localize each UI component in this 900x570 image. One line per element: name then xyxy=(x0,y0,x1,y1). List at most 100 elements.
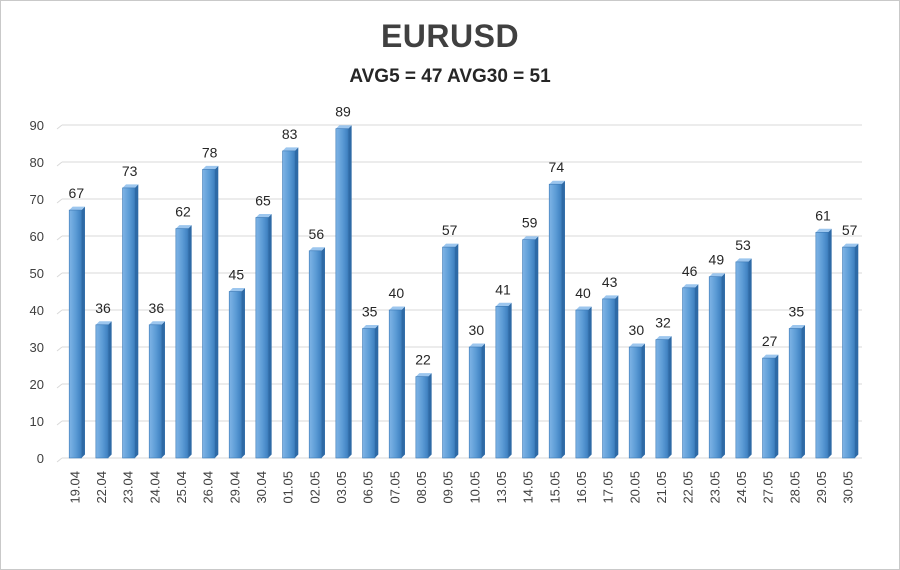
data-label: 43 xyxy=(602,274,618,290)
data-label: 73 xyxy=(122,163,138,179)
y-tick-label: 50 xyxy=(30,266,44,281)
data-label: 36 xyxy=(95,300,111,316)
bar-top xyxy=(255,214,272,218)
bars: 67 36 73 36 62 78 45 65 83 56 89 35 40 22 57 30 41 59 74 40… xyxy=(69,104,859,459)
bar-top xyxy=(682,284,699,288)
x-tick-label: 14.05 xyxy=(521,471,536,504)
data-label: 27 xyxy=(762,333,778,349)
data-label: 56 xyxy=(309,226,325,242)
bar xyxy=(788,328,802,459)
bar-side xyxy=(374,325,379,458)
bar xyxy=(228,291,242,459)
bar-side xyxy=(668,336,672,458)
bar xyxy=(95,324,109,459)
x-tick-label: 30.05 xyxy=(841,471,856,504)
bar-side xyxy=(401,306,405,458)
bar-side xyxy=(614,295,619,458)
gridline-depth xyxy=(56,346,63,352)
bar-side xyxy=(481,343,485,458)
bar-top xyxy=(175,225,192,229)
x-tick-label: 23.04 xyxy=(121,471,136,504)
x-tick-label: 02.05 xyxy=(307,471,322,504)
bar-side xyxy=(774,354,779,458)
bar-top xyxy=(282,147,299,151)
data-label: 35 xyxy=(789,304,805,320)
data-label: 59 xyxy=(522,215,538,231)
data-label: 83 xyxy=(282,126,298,142)
bar-top xyxy=(149,321,165,325)
data-label: 49 xyxy=(709,252,725,268)
bar xyxy=(815,232,829,459)
data-label: 36 xyxy=(149,300,165,316)
bar-side xyxy=(748,258,752,458)
bar xyxy=(308,250,322,459)
data-label: 30 xyxy=(469,322,485,338)
bar-side xyxy=(294,147,299,458)
x-tick-label: 01.05 xyxy=(281,471,296,504)
bar-side xyxy=(721,273,725,458)
bar-top xyxy=(575,306,592,310)
x-tick-label: 24.05 xyxy=(734,471,749,504)
y-tick-label: 20 xyxy=(30,377,44,392)
bar xyxy=(762,357,776,459)
x-tick-label: 13.05 xyxy=(494,471,509,504)
bar xyxy=(575,309,589,459)
data-label: 61 xyxy=(815,207,831,223)
bar-top xyxy=(655,336,672,340)
data-label: 78 xyxy=(202,144,218,160)
bar-side xyxy=(828,228,832,458)
gridline-depth xyxy=(56,272,63,278)
x-tick-label: 03.05 xyxy=(334,471,349,504)
bar-top xyxy=(815,228,832,233)
bar-side xyxy=(348,125,352,458)
x-tick-label: 09.05 xyxy=(441,471,456,504)
bar-top xyxy=(202,165,219,170)
bar xyxy=(202,169,216,459)
x-tick-label: 22.04 xyxy=(94,471,109,504)
data-label: 74 xyxy=(549,159,565,175)
bar-side xyxy=(214,165,219,458)
bar-top xyxy=(789,325,805,329)
gridline-depth xyxy=(56,383,63,389)
bar-side xyxy=(134,184,139,458)
data-label: 35 xyxy=(362,304,378,320)
gridline-depth xyxy=(56,161,63,167)
x-tick-label: 23.05 xyxy=(707,471,722,504)
bar xyxy=(362,328,376,459)
bar-top xyxy=(415,373,432,377)
bar-side xyxy=(854,243,859,458)
data-label: 41 xyxy=(495,281,511,297)
bar-side xyxy=(428,373,432,458)
bar-top xyxy=(629,343,645,347)
bar xyxy=(468,346,482,459)
x-tick-label: 07.05 xyxy=(387,471,402,504)
gridline-depth xyxy=(56,457,63,463)
bar-top xyxy=(842,243,859,248)
bar xyxy=(708,276,722,459)
bar xyxy=(148,324,162,459)
x-tick-label: 15.05 xyxy=(547,471,562,504)
x-tick-label: 24.04 xyxy=(147,471,162,504)
bar-top xyxy=(389,306,405,310)
y-tick-label: 0 xyxy=(37,451,44,466)
x-tick-label: 25.04 xyxy=(174,471,189,504)
data-label: 22 xyxy=(415,352,431,368)
bar-side xyxy=(561,180,565,458)
bar-side xyxy=(108,321,112,458)
bar-top xyxy=(122,184,139,188)
data-label: 40 xyxy=(389,285,405,301)
bar-side xyxy=(508,302,512,458)
data-label: 46 xyxy=(682,263,698,279)
data-label: 45 xyxy=(229,267,245,283)
data-label: 62 xyxy=(175,204,191,220)
bar-side xyxy=(694,284,699,458)
x-tick-label: 06.05 xyxy=(361,471,376,504)
bar xyxy=(442,246,456,459)
x-tick-label: 10.05 xyxy=(467,471,482,504)
x-tick-label: 29.05 xyxy=(814,471,829,504)
bar-top xyxy=(335,125,352,129)
chart-subtitle: AVG5 = 47 AVG30 = 51 xyxy=(349,66,551,87)
x-tick-label: 28.05 xyxy=(787,471,802,504)
gridline-depth xyxy=(56,420,63,426)
bar xyxy=(495,305,509,459)
